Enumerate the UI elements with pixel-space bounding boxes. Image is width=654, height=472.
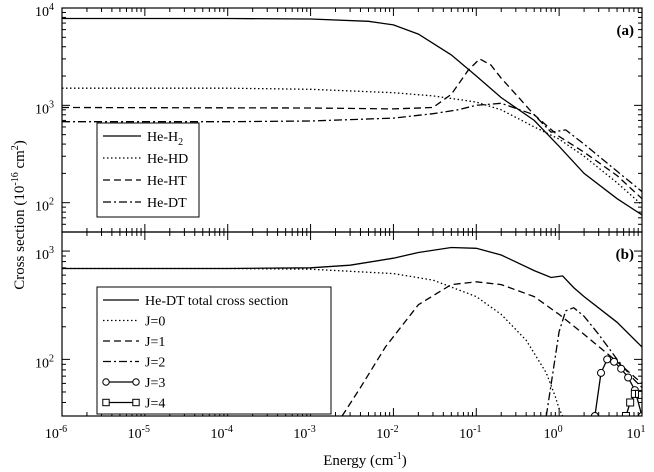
legend-label: He-H2 xyxy=(147,130,183,148)
x-tick-label: 10-5 xyxy=(128,424,150,442)
legend-marker xyxy=(132,398,140,407)
series-marker xyxy=(603,355,612,364)
series-marker xyxy=(638,390,642,399)
series-marker xyxy=(621,412,630,416)
series-marker xyxy=(626,398,635,407)
legend-label: He-DT total cross section xyxy=(145,294,288,309)
panel-label: (a) xyxy=(617,23,635,39)
x-tick-label: 10-2 xyxy=(376,424,398,442)
legend-label: J=3 xyxy=(145,376,165,391)
legend: He-DT total cross section J=0 J=1 J=2 J=3 J=4 xyxy=(96,286,332,415)
x-tick-label: 101 xyxy=(627,424,646,442)
panel-label: (b) xyxy=(616,247,634,263)
x-axis-label: Energy (cm-1) xyxy=(323,451,406,469)
y-tick-label: 104 xyxy=(35,2,54,20)
x-tick-label: 10-3 xyxy=(293,424,315,442)
series-line xyxy=(62,246,642,348)
y-tick-label: 102 xyxy=(35,353,54,371)
panel-a: 102 103 104 (a) He-H2 He-HD He-HT He-DT xyxy=(35,2,643,233)
legend-label: He-DT xyxy=(147,196,187,211)
legend-marker xyxy=(102,378,110,386)
plot-frame xyxy=(61,231,643,417)
legend-label: J=0 xyxy=(145,315,165,330)
y-tick-label: 103 xyxy=(35,245,54,263)
series-line xyxy=(62,102,642,193)
x-tick-label: 100 xyxy=(544,424,563,442)
series-marker xyxy=(624,373,633,382)
legend-label: He-HD xyxy=(147,152,188,167)
y-tick-label: 102 xyxy=(35,197,54,215)
series-marker xyxy=(590,412,599,416)
series-line xyxy=(62,58,642,200)
x-tick-label: 10-4 xyxy=(211,424,233,442)
series-marker xyxy=(638,412,642,416)
y-tick-label: 103 xyxy=(35,99,54,117)
legend-marker xyxy=(132,378,140,386)
y-axis-label: Cross section (10-16 cm2) xyxy=(10,140,28,290)
series-marker xyxy=(617,364,626,373)
legend-label: J=2 xyxy=(145,356,165,371)
series-line xyxy=(62,87,642,206)
series-line xyxy=(62,267,564,416)
series-line xyxy=(62,17,642,216)
legend: He-H2 He-HD He-HT He-DT xyxy=(96,122,200,218)
series-line xyxy=(545,306,642,416)
series-line xyxy=(341,281,642,416)
legend-marker xyxy=(102,398,110,407)
legend-label: J=1 xyxy=(145,335,165,350)
series-marker xyxy=(596,368,605,377)
legend-label: J=4 xyxy=(145,397,165,412)
legend-label: He-HT xyxy=(147,174,187,189)
x-tick-label: 10-1 xyxy=(459,424,481,442)
x-tick-label: 10-6 xyxy=(45,424,67,442)
panel-b: 10-6 10-5 10-4 10-3 10-2 10-1 100 101 102 103 (b) H… xyxy=(35,231,646,442)
series-marker xyxy=(610,357,619,366)
